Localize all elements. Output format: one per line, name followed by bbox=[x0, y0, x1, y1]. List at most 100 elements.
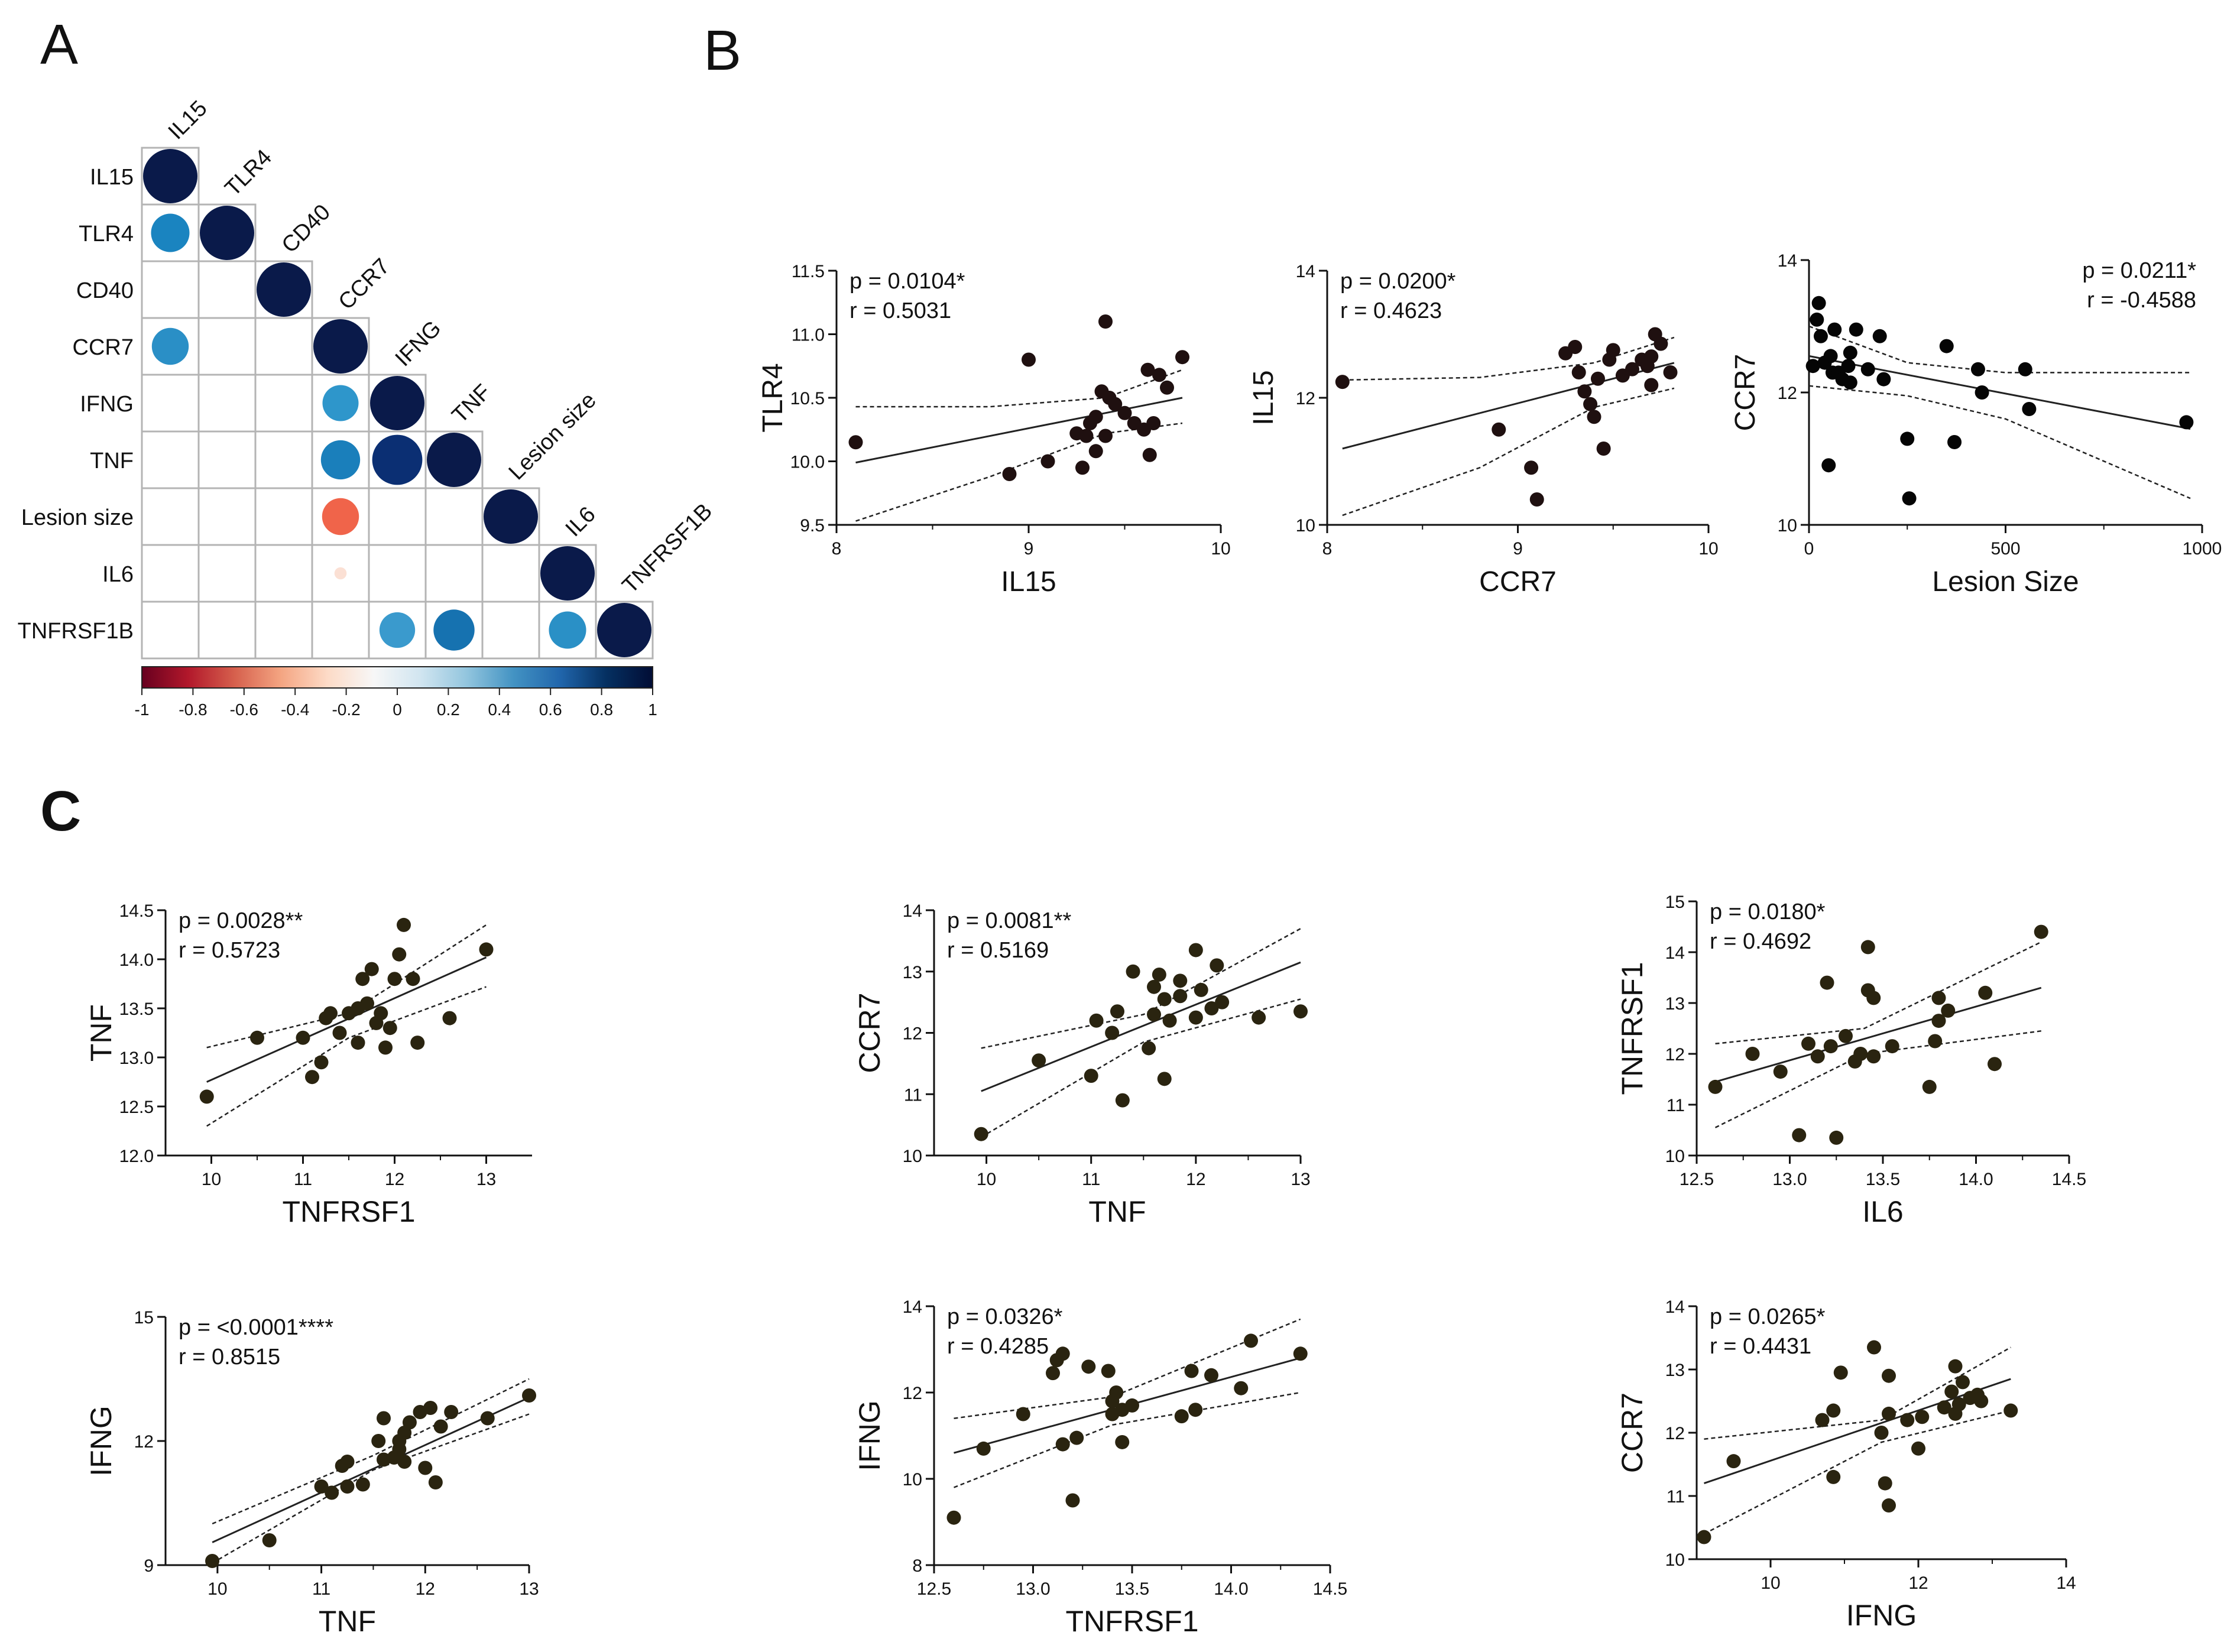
scatter-plot-c2: 10 11 12 13 10 11 12 13 14 TNF CCR7 p = 0.0081** r =… bbox=[853, 901, 1311, 1228]
data-point bbox=[1815, 1413, 1830, 1427]
data-point bbox=[1654, 336, 1668, 351]
corr-circle-ccr7-il15 bbox=[151, 327, 189, 365]
y-tick-label: 15 bbox=[1665, 892, 1685, 912]
x-tick-label: 13.0 bbox=[1016, 1579, 1050, 1599]
data-point bbox=[1827, 322, 1842, 337]
x-tick-label: 14 bbox=[2056, 1573, 2076, 1593]
data-point bbox=[1878, 1476, 1892, 1491]
data-point bbox=[1108, 397, 1123, 411]
corr-circle-il6-ccr7 bbox=[334, 567, 347, 580]
col-label-il6: IL6 bbox=[561, 502, 601, 541]
data-point bbox=[1140, 362, 1155, 377]
data-point bbox=[1157, 1072, 1172, 1086]
x-axis-label: TNFRSF1 bbox=[1066, 1605, 1199, 1638]
ci-lower-line bbox=[1342, 387, 1675, 517]
data-point bbox=[444, 1405, 459, 1419]
data-point bbox=[314, 1479, 329, 1494]
data-point bbox=[1147, 979, 1161, 994]
data-point bbox=[1911, 1441, 1925, 1456]
data-point bbox=[1126, 964, 1140, 979]
regression-line bbox=[1704, 1378, 2011, 1485]
ci-lower-line bbox=[206, 986, 487, 1127]
ci-upper-line bbox=[1808, 325, 2191, 374]
y-tick-label: 14 bbox=[1665, 943, 1685, 963]
data-point bbox=[1902, 491, 1917, 506]
data-point bbox=[377, 1411, 391, 1426]
data-point bbox=[364, 962, 379, 976]
data-point bbox=[1843, 345, 1857, 360]
data-point bbox=[1529, 492, 1544, 507]
y-tick-label: 12 bbox=[1778, 384, 1797, 403]
data-point bbox=[1915, 1410, 1930, 1424]
data-point bbox=[479, 942, 494, 957]
data-point bbox=[1160, 380, 1174, 395]
data-point bbox=[1821, 458, 1836, 473]
heatmap-cell bbox=[141, 374, 200, 433]
data-point bbox=[1970, 362, 1985, 377]
data-point bbox=[1843, 375, 1857, 390]
heatmap-cell bbox=[254, 374, 313, 433]
corr-circle-tnf-ifng bbox=[372, 434, 423, 485]
y-tick-label: 14 bbox=[1296, 262, 1315, 281]
data-point bbox=[1244, 1333, 1258, 1348]
heatmap-cell bbox=[197, 601, 257, 660]
y-axis-label: TNFRSF1 bbox=[1616, 962, 1649, 1095]
x-tick-label: 13 bbox=[476, 1170, 496, 1189]
ci-lower-line bbox=[1808, 385, 2191, 499]
data-point bbox=[423, 1401, 438, 1415]
heatmap-cell bbox=[254, 430, 313, 489]
corr-circle-il15-il15 bbox=[143, 149, 197, 203]
corr-circle-cd40-cd40 bbox=[257, 262, 311, 317]
data-point bbox=[2003, 1403, 2018, 1418]
data-point bbox=[1152, 368, 1166, 382]
data-point bbox=[1839, 1028, 1853, 1043]
heatmap-cell bbox=[481, 544, 540, 603]
data-point bbox=[1215, 995, 1230, 1010]
data-point bbox=[296, 1030, 310, 1045]
corr-circle-tlr4-tlr4 bbox=[200, 206, 254, 260]
data-point bbox=[1922, 1079, 1937, 1094]
p-value-label: p = 0.0211* bbox=[2082, 258, 2196, 283]
data-point bbox=[1860, 362, 1875, 377]
x-tick-label: 0 bbox=[1804, 539, 1814, 559]
x-tick-label: 9 bbox=[1513, 539, 1523, 559]
colorbar-tick-label: 0.6 bbox=[539, 700, 562, 719]
scatter-plot-c3: 12.5 13.0 13.5 14.0 14.5 10 11 12 13 14 15 IL6 TNFRS… bbox=[1616, 892, 2086, 1228]
data-point bbox=[360, 996, 374, 1011]
x-axis-label: TNF bbox=[1088, 1195, 1146, 1228]
data-point bbox=[410, 1036, 425, 1050]
data-point bbox=[1882, 1498, 1896, 1513]
data-point bbox=[428, 1475, 443, 1489]
data-point bbox=[205, 1554, 220, 1568]
r-value-label: r = 0.5169 bbox=[947, 938, 1049, 963]
colorbar-tick-label: 0.2 bbox=[437, 700, 460, 719]
data-point bbox=[1587, 410, 1601, 424]
ci-lower-line bbox=[954, 1391, 1301, 1488]
colorbar-tick-label: -0.4 bbox=[281, 700, 309, 719]
data-point bbox=[1801, 1036, 1815, 1051]
data-point bbox=[1874, 1426, 1889, 1440]
p-value-label: p = 0.0200* bbox=[1340, 269, 1456, 294]
data-point bbox=[1492, 422, 1506, 437]
regression-line bbox=[981, 961, 1301, 1092]
scatter-plot-b1: 8 9 10 9.5 10.0 10.5 11.0 11.5 IL15 TLR4 p = 0.010… bbox=[757, 262, 1231, 598]
data-point bbox=[1117, 405, 1132, 420]
data-point bbox=[1644, 349, 1659, 364]
x-tick-label: 12 bbox=[1908, 1573, 1928, 1593]
heatmap-cell bbox=[424, 544, 484, 603]
data-point bbox=[1876, 372, 1891, 387]
y-tick-label: 11 bbox=[1667, 1487, 1685, 1507]
heatmap-cell bbox=[141, 260, 200, 319]
colorbar-tick-label: 0 bbox=[393, 700, 402, 719]
data-point bbox=[323, 1006, 338, 1021]
data-point bbox=[1075, 460, 1090, 475]
data-point bbox=[1975, 385, 1989, 400]
data-point bbox=[1055, 1346, 1070, 1361]
data-point bbox=[1931, 991, 1946, 1005]
y-tick-label: 8 bbox=[912, 1556, 922, 1576]
data-point bbox=[1089, 1013, 1104, 1028]
y-tick-label: 9.5 bbox=[800, 516, 825, 535]
col-label-tlr4: TLR4 bbox=[221, 145, 277, 201]
y-tick-label: 12 bbox=[1665, 1424, 1685, 1443]
data-point bbox=[1146, 416, 1161, 430]
